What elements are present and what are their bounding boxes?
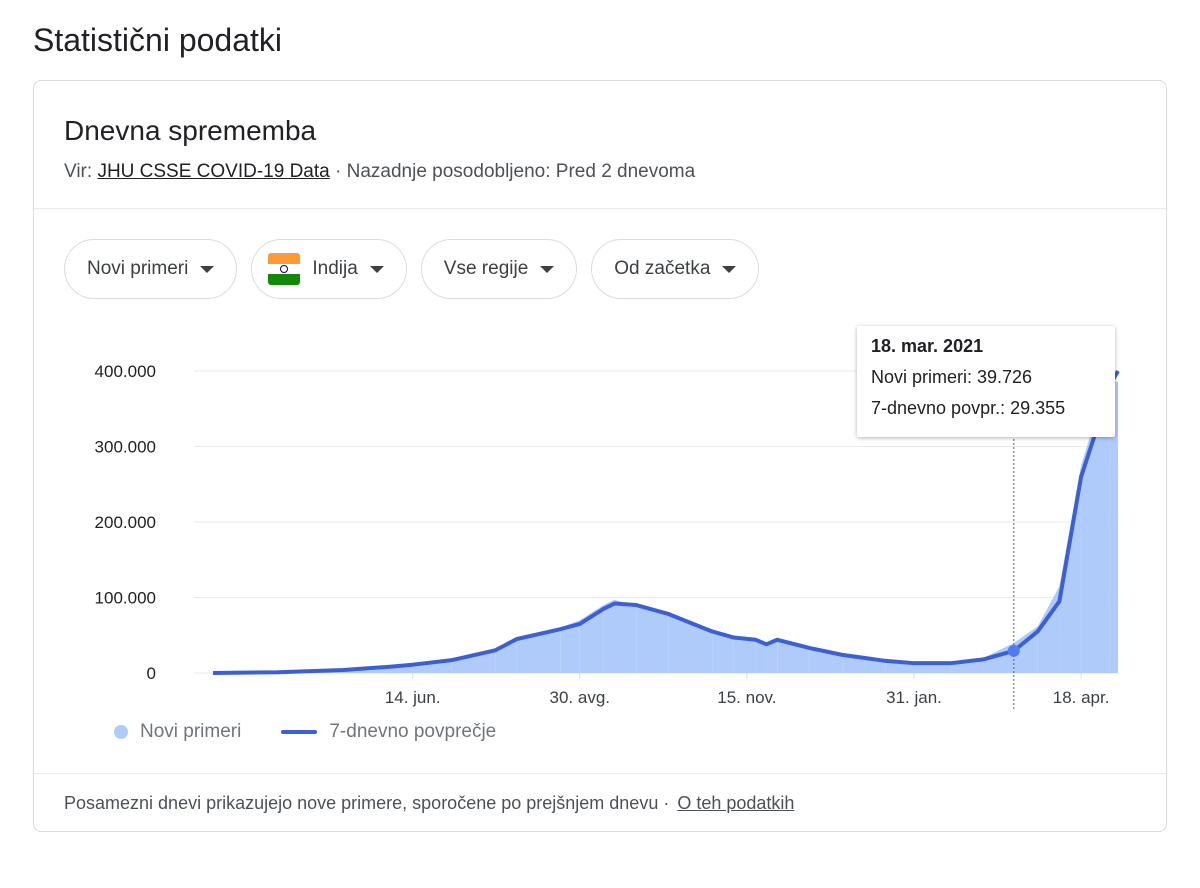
legend-new-cases: Novi primeri — [140, 721, 242, 742]
new-cases-bar — [516, 627, 561, 673]
x-tick-label: 14. jun. — [385, 688, 441, 707]
x-tick-label: 18. apr. — [1053, 688, 1110, 707]
new-cases-bar — [614, 599, 637, 673]
x-tick-label: 15. nov. — [717, 688, 776, 707]
tooltip: 18. mar. 2021 Novi primeri: 39.726 7-dne… — [857, 326, 1115, 437]
y-tick-label: 400.000 — [95, 362, 156, 381]
new-cases-bar — [451, 648, 496, 673]
new-cases-bar — [495, 636, 517, 673]
india-flag-icon — [268, 253, 301, 285]
country-label: Indija — [312, 258, 358, 279]
updated-text: · Nazadnje posodobljeno: Pred 2 dnevoma — [329, 161, 696, 182]
metric-label: Novi primeri — [87, 258, 189, 279]
stats-card: Dnevna sprememba Vir: JHU CSSE COVID-19 … — [33, 80, 1167, 832]
chart[interactable]: 0 100.000 200.000 300.000 400.000 14. jun. 30.… — [34, 81, 1166, 721]
source-link[interactable]: JHU CSSE COVID-19 Data — [97, 161, 330, 182]
y-tick-label: 200.000 — [95, 513, 156, 532]
legend-line-swatch — [281, 730, 318, 734]
legend-bars-swatch — [114, 725, 128, 739]
caret-down-icon — [369, 265, 384, 273]
new-cases-bar — [809, 649, 843, 673]
divider — [34, 773, 1166, 774]
about-data-link[interactable]: O teh podatkih — [677, 793, 795, 813]
caret-down-icon — [722, 265, 737, 273]
caret-down-icon — [200, 265, 215, 273]
legend-average: 7-dnevno povprečje — [329, 721, 497, 742]
new-cases-bar — [636, 606, 669, 673]
x-tick-label: 30. avg. — [550, 688, 611, 707]
source-line: Vir: JHU CSSE COVID-19 Data · Nazadnje p… — [64, 161, 695, 183]
new-cases-bar — [755, 641, 767, 673]
source-prefix: Vir: — [64, 161, 98, 182]
divider — [34, 208, 1166, 209]
region-label: Vse regije — [443, 258, 529, 279]
x-tick-label: 31. jan. — [886, 688, 942, 707]
tooltip-new-cases: Novi primeri: 39.726 — [871, 367, 1033, 387]
new-cases-bar — [603, 599, 615, 673]
footer: Posamezni dnevi prikazujejo nove primere… — [64, 793, 794, 814]
period-label: Od začetka — [614, 258, 711, 279]
page-title: Statistični podatki — [33, 22, 283, 58]
new-cases-bar — [712, 632, 734, 673]
region-dropdown[interactable]: Vse regije — [420, 239, 578, 299]
new-cases-bar — [864, 659, 886, 673]
period-dropdown[interactable]: Od začetka — [591, 239, 760, 299]
new-cases-bar — [1109, 378, 1118, 673]
caret-down-icon — [540, 265, 555, 273]
y-tick-label: 100.000 — [95, 589, 156, 608]
new-cases-bar — [842, 656, 865, 673]
tooltip-date: 18. mar. 2021 — [871, 336, 984, 356]
y-tick-label: 0 — [147, 664, 156, 683]
new-cases-bar — [766, 638, 778, 673]
new-cases-bar — [983, 643, 1014, 673]
country-dropdown[interactable]: Indija — [251, 239, 407, 299]
hover-point — [1007, 644, 1020, 657]
new-cases-bar — [668, 615, 713, 673]
card-title: Dnevna sprememba — [64, 115, 317, 146]
legend: Novi primeri 7-dnevno povprečje — [114, 721, 496, 743]
new-cases-bar — [560, 620, 580, 673]
y-tick-label: 300.000 — [95, 438, 156, 457]
new-cases-bar — [1098, 378, 1110, 673]
average-line — [212, 370, 1120, 675]
metric-dropdown[interactable]: Novi primeri — [64, 239, 238, 299]
tooltip-average: 7-dnevno povpr.: 29.355 — [871, 398, 1066, 418]
new-cases-bar — [1081, 408, 1099, 673]
footer-text: Posamezni dnevi prikazujejo nove primere… — [64, 793, 670, 813]
new-cases-bar — [733, 638, 756, 673]
